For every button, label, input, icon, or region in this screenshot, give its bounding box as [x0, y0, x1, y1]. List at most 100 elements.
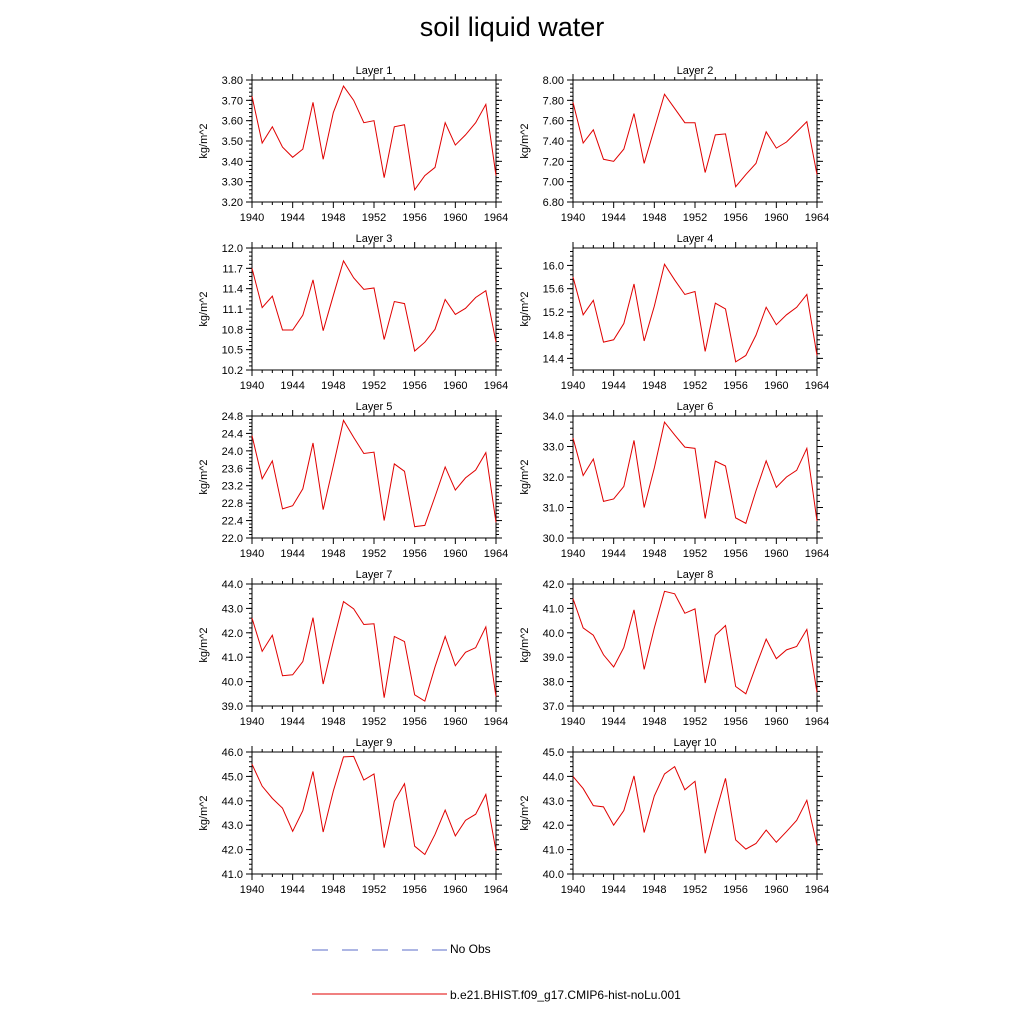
x-tick-label: 1940 [561, 212, 585, 224]
x-tick-label: 1956 [723, 884, 747, 896]
y-tick-label: 14.4 [543, 353, 564, 365]
series-line [572, 590, 818, 695]
y-tick-label: 7.60 [543, 116, 564, 128]
panel-title: Layer 7 [356, 569, 393, 581]
y-tick-label: 45.0 [222, 771, 243, 783]
x-tick-label: 1960 [443, 716, 467, 728]
panel-layer-2: Layer 2 kg/m^2 1940 1944 1948 1952 1956 1960 196… [519, 65, 829, 224]
plot-frame [251, 751, 497, 875]
x-tick-label: 1960 [764, 212, 788, 224]
y-tick-label: 39.0 [222, 701, 243, 713]
y-tick-label: 42.0 [543, 820, 564, 832]
series-line [572, 765, 818, 854]
x-tick-label: 1948 [321, 548, 345, 560]
x-tick-label: 1944 [601, 716, 625, 728]
panel-layer-8: Layer 8 kg/m^2 1940 1944 1948 1952 1956 1960 196… [519, 569, 829, 728]
plot-frame [572, 79, 818, 203]
panel-layer-5: Layer 5 kg/m^2 1940 1944 1948 1952 1956 1960 196… [198, 401, 508, 560]
x-tick-label: 1944 [280, 716, 304, 728]
y-tick-label: 3.50 [222, 136, 243, 148]
series-line [251, 600, 497, 702]
y-axis-label: kg/m^2 [519, 123, 531, 158]
y-axis-label: kg/m^2 [198, 627, 210, 662]
panel-title: Layer 1 [356, 65, 393, 77]
plot-frame [572, 583, 818, 707]
y-tick-label: 24.0 [222, 446, 243, 458]
y-tick-label: 7.00 [543, 177, 564, 189]
x-tick-label: 1964 [805, 884, 829, 896]
x-tick-label: 1948 [642, 884, 666, 896]
x-tick-label: 1960 [764, 716, 788, 728]
y-tick-label: 10.5 [222, 345, 243, 357]
legend-obs-line [312, 949, 447, 951]
x-tick-label: 1948 [642, 548, 666, 560]
x-tick-label: 1952 [362, 884, 386, 896]
x-tick-label: 1944 [601, 884, 625, 896]
x-tick-label: 1944 [601, 380, 625, 392]
y-tick-label: 31.0 [543, 503, 564, 515]
x-tick-label: 1940 [561, 884, 585, 896]
x-tick-label: 1940 [240, 548, 264, 560]
plot-frame [572, 247, 818, 371]
y-axis-label: kg/m^2 [198, 459, 210, 494]
y-tick-label: 30.0 [543, 533, 564, 545]
y-tick-label: 23.6 [222, 463, 243, 475]
y-tick-label: 44.0 [543, 771, 564, 783]
series-line [251, 259, 497, 352]
y-axis-label: kg/m^2 [519, 627, 531, 662]
y-tick-label: 44.0 [222, 579, 243, 591]
y-axis-label: kg/m^2 [198, 795, 210, 830]
y-tick-label: 7.80 [543, 95, 564, 107]
x-tick-label: 1948 [642, 380, 666, 392]
x-tick-label: 1952 [362, 548, 386, 560]
panel-title: Layer 9 [356, 737, 393, 749]
x-tick-label: 1952 [683, 212, 707, 224]
x-tick-label: 1964 [805, 380, 829, 392]
x-tick-label: 1952 [683, 716, 707, 728]
panel-layer-9: Layer 9 kg/m^2 1940 1944 1948 1952 1956 1960 196… [198, 737, 508, 896]
y-tick-label: 11.7 [222, 263, 243, 275]
x-tick-label: 1944 [601, 212, 625, 224]
panel-title: Layer 3 [356, 233, 393, 245]
y-tick-label: 8.00 [543, 75, 564, 87]
y-tick-label: 22.4 [222, 516, 243, 528]
y-tick-label: 44.0 [222, 796, 243, 808]
y-tick-label: 15.2 [543, 307, 564, 319]
series-line [251, 85, 497, 192]
plot-frame [251, 247, 497, 371]
panel-title: Layer 6 [677, 401, 714, 413]
x-tick-label: 1956 [402, 212, 426, 224]
x-tick-label: 1964 [805, 548, 829, 560]
y-tick-label: 24.4 [222, 428, 243, 440]
x-tick-label: 1956 [402, 380, 426, 392]
x-tick-label: 1944 [280, 212, 304, 224]
series-line [572, 263, 818, 363]
y-tick-label: 23.2 [222, 481, 243, 493]
x-tick-label: 1944 [601, 548, 625, 560]
x-tick-label: 1952 [362, 716, 386, 728]
panel-layer-1: Layer 1 kg/m^2 1940 1944 1948 1952 1956 1960 196… [198, 65, 508, 224]
x-tick-label: 1944 [280, 548, 304, 560]
panel-title: Layer 5 [356, 401, 393, 413]
x-tick-label: 1948 [321, 380, 345, 392]
legend-model-label: b.e21.BHIST.f09_g17.CMIP6-hist-noLu.001 [450, 988, 681, 1002]
series-line [572, 93, 818, 188]
y-tick-label: 42.0 [222, 845, 243, 857]
y-axis-label: kg/m^2 [519, 795, 531, 830]
y-axis-label: kg/m^2 [519, 291, 531, 326]
x-tick-label: 1952 [362, 380, 386, 392]
y-tick-label: 3.40 [222, 156, 243, 168]
y-tick-label: 16.0 [543, 260, 564, 272]
panel-layer-7: Layer 7 kg/m^2 1940 1944 1948 1952 1956 1960 196… [198, 569, 508, 728]
x-tick-label: 1940 [561, 716, 585, 728]
y-tick-label: 39.0 [543, 652, 564, 664]
panel-title: Layer 2 [677, 65, 714, 77]
y-tick-label: 11.1 [222, 304, 243, 316]
x-tick-label: 1956 [723, 212, 747, 224]
y-axis-label: kg/m^2 [198, 123, 210, 158]
y-tick-label: 41.0 [543, 603, 564, 615]
panel-layer-3: Layer 3 kg/m^2 1940 1944 1948 1952 1956 1960 196… [198, 233, 508, 392]
series-line [251, 419, 497, 528]
panel-layer-6: Layer 6 kg/m^2 1940 1944 1948 1952 1956 1960 196… [519, 401, 829, 560]
y-tick-label: 42.0 [543, 579, 564, 591]
